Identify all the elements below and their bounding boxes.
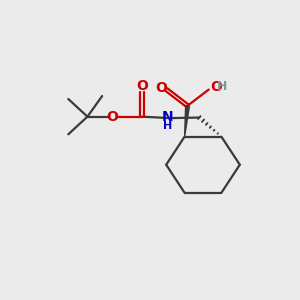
Text: O: O — [210, 80, 222, 94]
Text: H: H — [163, 122, 172, 131]
Text: O: O — [136, 79, 148, 93]
Text: N: N — [162, 110, 173, 124]
Polygon shape — [184, 106, 189, 137]
Text: O: O — [155, 81, 167, 95]
Text: H: H — [217, 80, 227, 92]
Text: O: O — [106, 110, 118, 124]
